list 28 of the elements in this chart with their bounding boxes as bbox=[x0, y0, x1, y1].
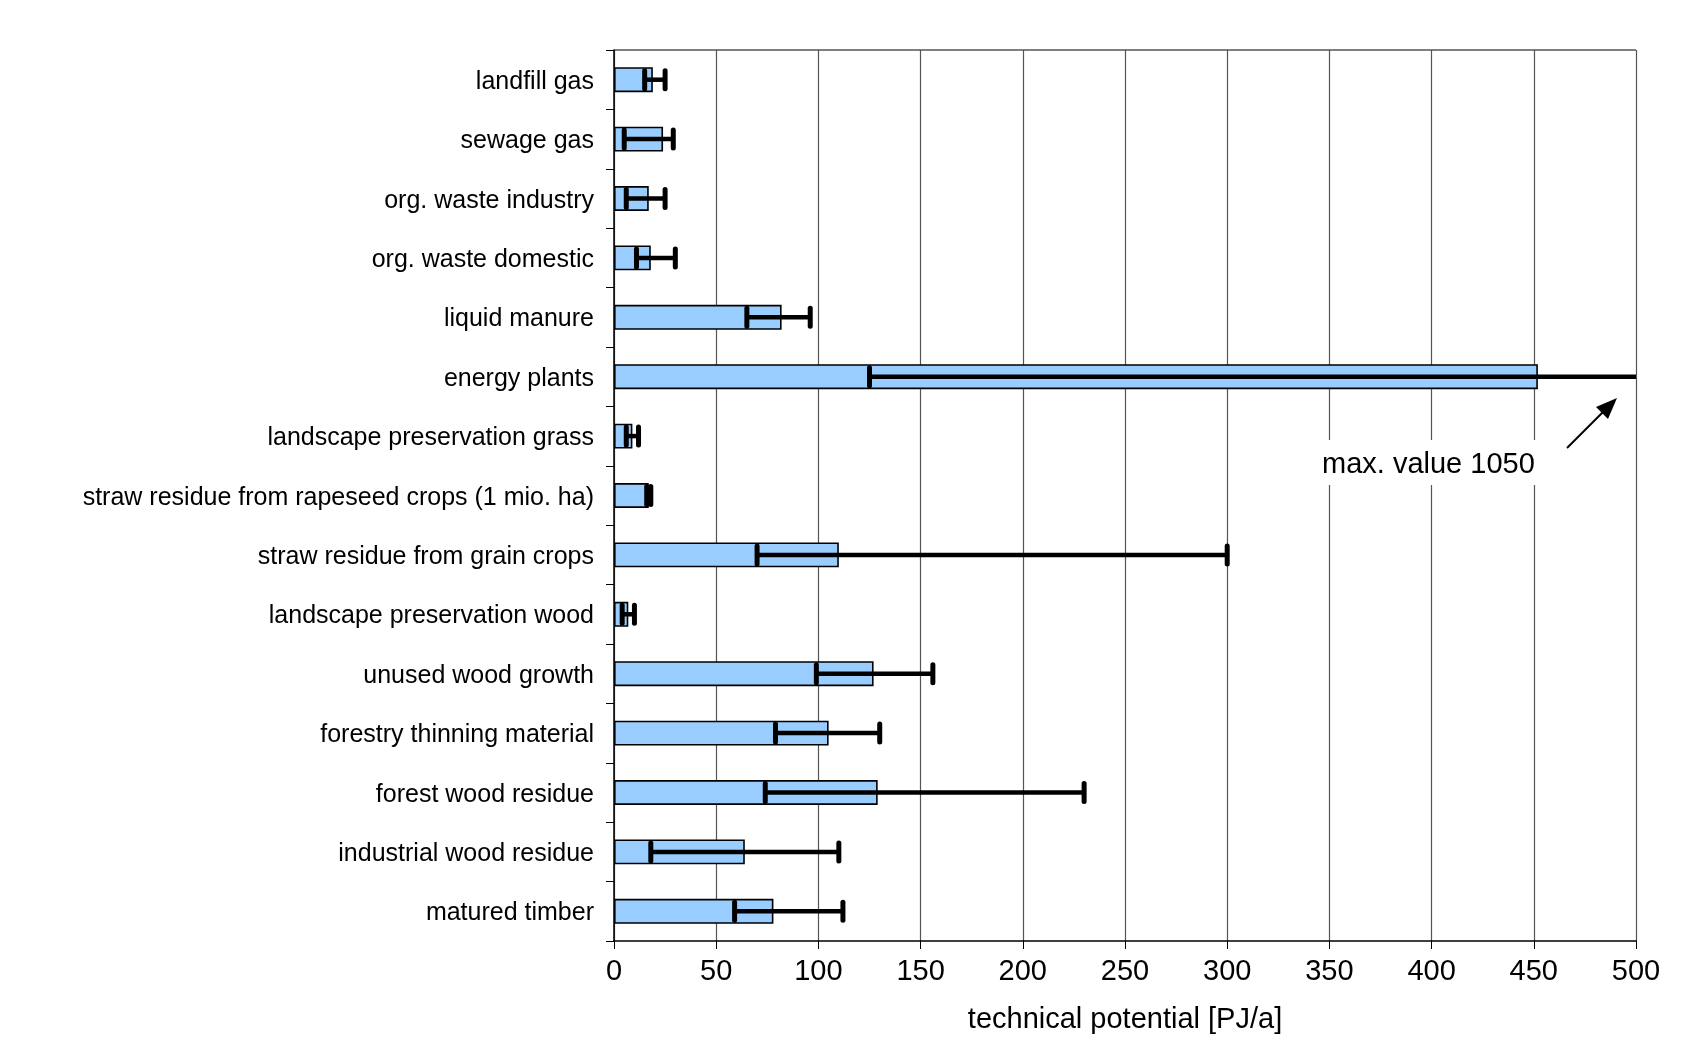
x-tick-label: 350 bbox=[1305, 953, 1354, 986]
y-tick-label: landscape preservation wood bbox=[268, 600, 594, 629]
y-tick-label: forest wood residue bbox=[375, 778, 594, 807]
x-axis-title: technical potential [PJ/a] bbox=[967, 1001, 1283, 1034]
y-tick-label: org. waste industry bbox=[384, 184, 595, 213]
x-tick-label: 300 bbox=[1203, 953, 1252, 986]
x-tick-label: 200 bbox=[998, 953, 1047, 986]
x-tick-label: 450 bbox=[1509, 953, 1558, 986]
x-tick-label: 400 bbox=[1407, 953, 1456, 986]
x-tick-label: 100 bbox=[794, 953, 843, 986]
y-tick-label: landscape preservation grass bbox=[267, 422, 594, 451]
x-tick-label: 0 bbox=[605, 953, 623, 986]
y-tick-label: sewage gas bbox=[460, 125, 594, 154]
y-tick-label: straw residue from grain crops bbox=[257, 540, 594, 569]
y-tick-label: straw residue from rapeseed crops (1 mio. ha) bbox=[82, 481, 594, 510]
y-tick-label: liquid manure bbox=[443, 303, 594, 332]
annotation: max. value 1050 bbox=[1322, 446, 1535, 479]
y-tick-label: energy plants bbox=[443, 362, 594, 391]
x-tick-label: 250 bbox=[1100, 953, 1150, 986]
y-tick-label: landfill gas bbox=[475, 65, 594, 94]
x-tick-label: 50 bbox=[700, 953, 733, 986]
y-tick-label: unused wood growth bbox=[363, 659, 594, 688]
x-tick-label: 150 bbox=[896, 953, 945, 986]
y-tick-label: industrial wood residue bbox=[338, 837, 594, 866]
x-tick-label: 500 bbox=[1611, 953, 1661, 986]
y-tick-label: forestry thinning material bbox=[320, 719, 594, 748]
y-tick-label: matured timber bbox=[425, 897, 594, 926]
y-tick-label: org. waste domestic bbox=[371, 243, 594, 272]
